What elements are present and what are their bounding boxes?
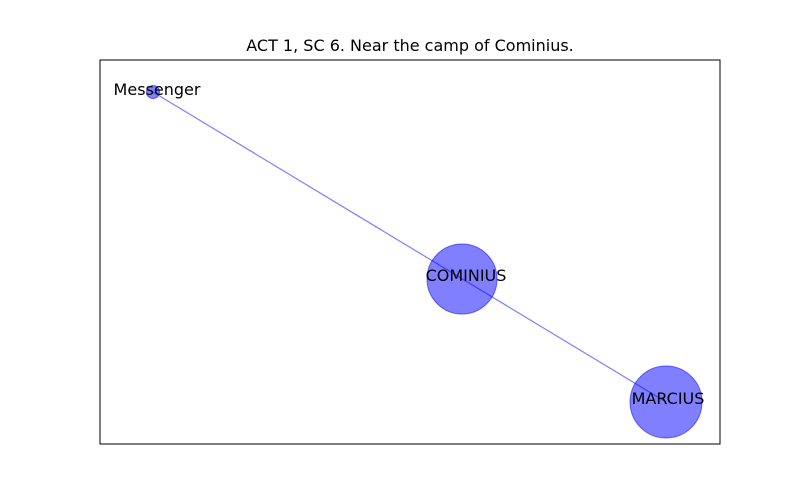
node-messenger (146, 85, 160, 99)
nodes-layer (146, 85, 703, 439)
node-label-messenger: Messenger (114, 80, 201, 99)
plot-frame (99, 59, 721, 445)
edge-messenger-marcius (152, 91, 667, 403)
edges-layer (152, 91, 667, 403)
node-cominius (426, 243, 498, 315)
node-label-cominius: COMINIUS (426, 266, 507, 285)
node-label-marcius: MARCIUS (632, 389, 705, 408)
labels-layer: Messenger COMINIUS MARCIUS (114, 80, 705, 408)
node-marcius (629, 365, 703, 439)
figure-title: ACT 1, SC 6. Near the camp of Cominius. (246, 36, 574, 55)
